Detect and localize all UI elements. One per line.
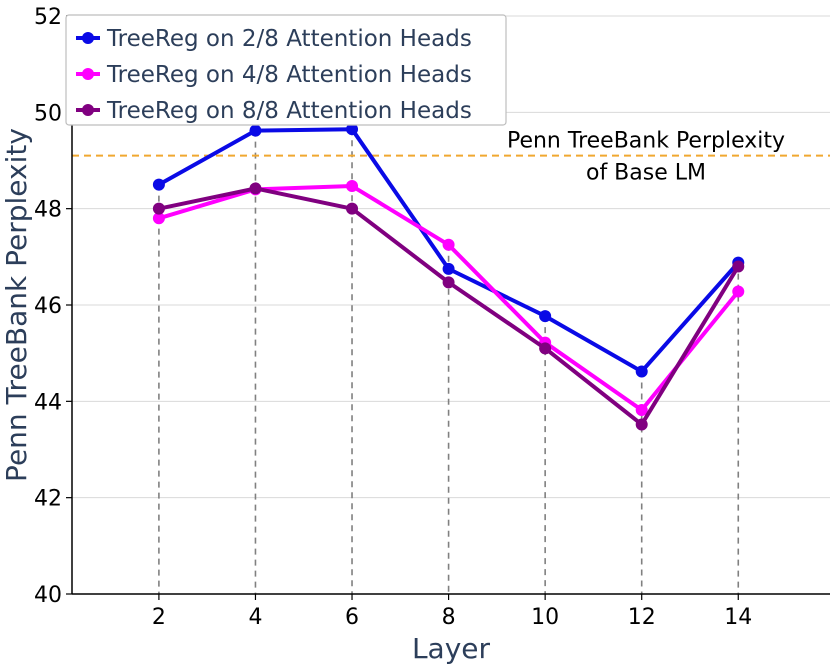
x-tick-label-10: 10 [531, 605, 559, 630]
series-3-point-6 [346, 202, 359, 215]
series-1-point-10 [539, 310, 552, 323]
y-tick-label-52: 52 [34, 5, 62, 30]
series-3-point-8 [442, 276, 455, 289]
series-2-point-12 [635, 404, 648, 417]
legend-label: TreeReg on 2/8 Attention Heads [106, 26, 472, 52]
series-2-point-2 [152, 212, 165, 225]
legend-item-1: TreeReg on 2/8 Attention Heads [76, 26, 472, 52]
series-3 [152, 182, 745, 431]
series-lines [152, 123, 745, 431]
series-1-point-12 [635, 365, 648, 378]
series-2-point-8 [442, 238, 455, 251]
legend-swatch-marker [82, 68, 94, 80]
legend-item-2: TreeReg on 4/8 Attention Heads [76, 62, 472, 88]
series-1-point-4 [249, 124, 262, 137]
y-tick-labels: 40 42 44 46 48 50 52 [34, 5, 62, 608]
x-tick-label-14: 14 [724, 605, 752, 630]
series-3-point-14 [732, 260, 745, 273]
legend-label: TreeReg on 4/8 Attention Heads [106, 62, 472, 88]
y-axis-title: Penn TreeBank Perplexity [0, 128, 33, 482]
series-1-point-8 [442, 262, 455, 275]
x-tick-label-12: 12 [628, 605, 656, 630]
series-3-point-12 [635, 418, 648, 431]
series-2-point-6 [346, 180, 359, 193]
y-tick-label-42: 42 [34, 487, 62, 512]
legend-item-3: TreeReg on 8/8 Attention Heads [76, 98, 472, 124]
series-2-line [158, 184, 740, 413]
legend-swatch-marker [82, 104, 94, 116]
reference-line-label-line-2: of Base LM [586, 161, 706, 186]
series-3-point-2 [152, 202, 165, 215]
legend-label: TreeReg on 8/8 Attention Heads [106, 98, 472, 124]
legend-box [65, 14, 507, 126]
y-tick-label-46: 46 [34, 294, 62, 319]
series-1-point-6 [346, 123, 359, 136]
y-tick-label-48: 48 [34, 198, 62, 223]
legend-swatch-marker [82, 32, 94, 44]
series-3-point-4 [249, 182, 262, 195]
x-tick-labels: 2 4 6 8 10 12 14 [152, 605, 752, 630]
y-tick-label-50: 50 [34, 101, 62, 126]
series-3-point-10 [539, 342, 552, 355]
x-tick-label-2: 2 [152, 605, 166, 630]
legend: TreeReg on 2/8 Attention Heads TreeReg on… [65, 14, 507, 126]
x-tick-label-6: 6 [345, 605, 359, 630]
y-tick-label-40: 40 [34, 583, 62, 608]
x-tick-label-4: 4 [248, 605, 262, 630]
x-tick-label-8: 8 [442, 605, 456, 630]
x-axis-title: Layer [412, 632, 491, 664]
series-1-point-2 [152, 178, 165, 191]
reference-line-label-line-1: Penn TreeBank Perplexity [507, 129, 785, 154]
y-tick-label-44: 44 [34, 390, 62, 415]
series-2-point-14 [732, 285, 745, 298]
